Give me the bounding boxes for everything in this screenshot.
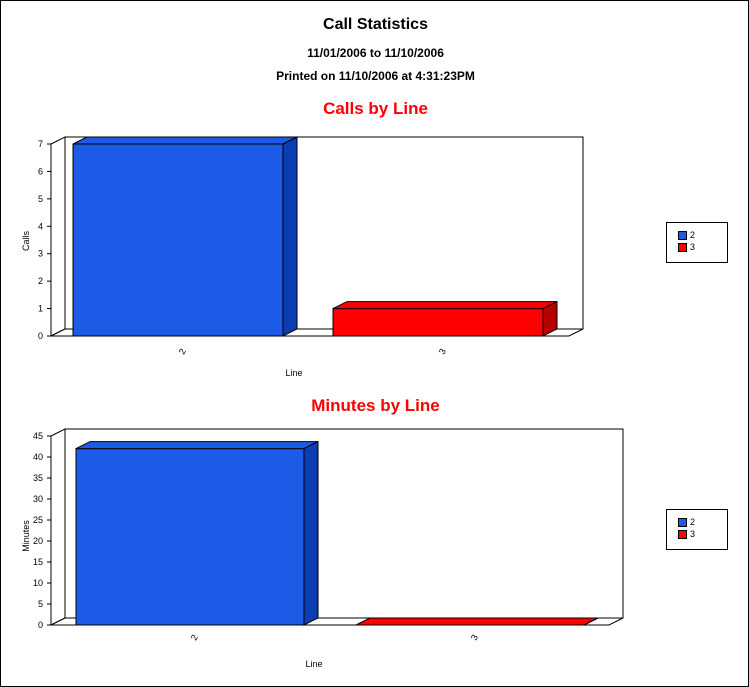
legend-swatch (678, 530, 687, 540)
x-tick-label: 3 (437, 347, 448, 356)
legend-swatch (678, 231, 687, 241)
bar-front (72, 143, 284, 337)
bar-top (75, 441, 319, 450)
legend-swatch (678, 243, 687, 253)
calls-legend-item-3: 3 (678, 242, 696, 253)
side-wall (50, 136, 66, 337)
legend-swatch (678, 518, 687, 528)
bar-top (355, 617, 599, 626)
y-tick-label: 0 (38, 620, 43, 630)
x-tick-label: 2 (177, 347, 188, 356)
bar-3 (332, 300, 558, 337)
minutes-legend-item-3: 3 (678, 529, 696, 540)
x-tick-label: 3 (469, 633, 480, 642)
y-tick-label: 0 (38, 331, 43, 341)
bar-top (332, 301, 558, 310)
bar-2 (72, 136, 298, 337)
y-tick-label: 10 (33, 578, 43, 588)
minutes-legend-item-2: 2 (678, 517, 696, 528)
bar-side (303, 440, 319, 626)
y-tick-label: 3 (38, 249, 43, 259)
y-tick-label: 5 (38, 194, 43, 204)
bar-top (72, 136, 298, 145)
x-tick-label: 2 (189, 633, 200, 642)
date-range: 11/01/2006 to 11/10/2006 (307, 46, 444, 60)
y-tick-label: 7 (38, 139, 43, 149)
legend-label: 2 (690, 230, 696, 240)
y-tick-label: 20 (33, 536, 43, 546)
calls-chart-title: Calls by Line (323, 99, 428, 118)
calls-chart: 0 1 2 3 4 5 6 7 Calls 2 3 Line (21, 136, 584, 378)
y-tick-label: 6 (38, 166, 43, 176)
minutes-legend: 2 3 (666, 509, 728, 550)
printed-on: Printed on 11/10/2006 at 4:31:23PM (276, 69, 475, 83)
y-tick-label: 30 (33, 494, 43, 504)
minutes-chart: 0 5 10 15 20 25 30 35 40 45 Minutes 2 3 Line (21, 428, 624, 669)
legend-label: 3 (690, 529, 696, 539)
y-tick-label: 45 (33, 431, 43, 441)
y-tick-label: 5 (38, 599, 43, 609)
side-wall (50, 428, 66, 626)
y-tick-label: 2 (38, 276, 43, 286)
bar-front (75, 448, 305, 626)
y-tick-label: 4 (38, 221, 43, 231)
y-axis-label: Calls (21, 231, 31, 252)
bar-2 (75, 440, 319, 626)
legend-label: 3 (690, 242, 696, 252)
x-axis-label: Line (305, 659, 322, 669)
y-tick-label: 25 (33, 515, 43, 525)
bar-front (332, 308, 544, 337)
x-axis-label: Line (285, 368, 302, 378)
bar-3 (355, 617, 599, 626)
y-tick-label: 40 (33, 452, 43, 462)
bar-side (542, 300, 558, 337)
bar-side (583, 617, 599, 626)
y-axis-label: Minutes (21, 520, 31, 552)
legend-label: 2 (690, 517, 696, 527)
calls-legend: 2 3 (666, 222, 728, 263)
calls-legend-item-2: 2 (678, 230, 696, 241)
y-tick-label: 1 (38, 304, 43, 314)
y-tick-label: 35 (33, 473, 43, 483)
report-title: Call Statistics (323, 16, 428, 33)
bar-side (282, 136, 298, 337)
minutes-chart-title: Minutes by Line (311, 396, 440, 415)
y-tick-label: 15 (33, 557, 43, 567)
